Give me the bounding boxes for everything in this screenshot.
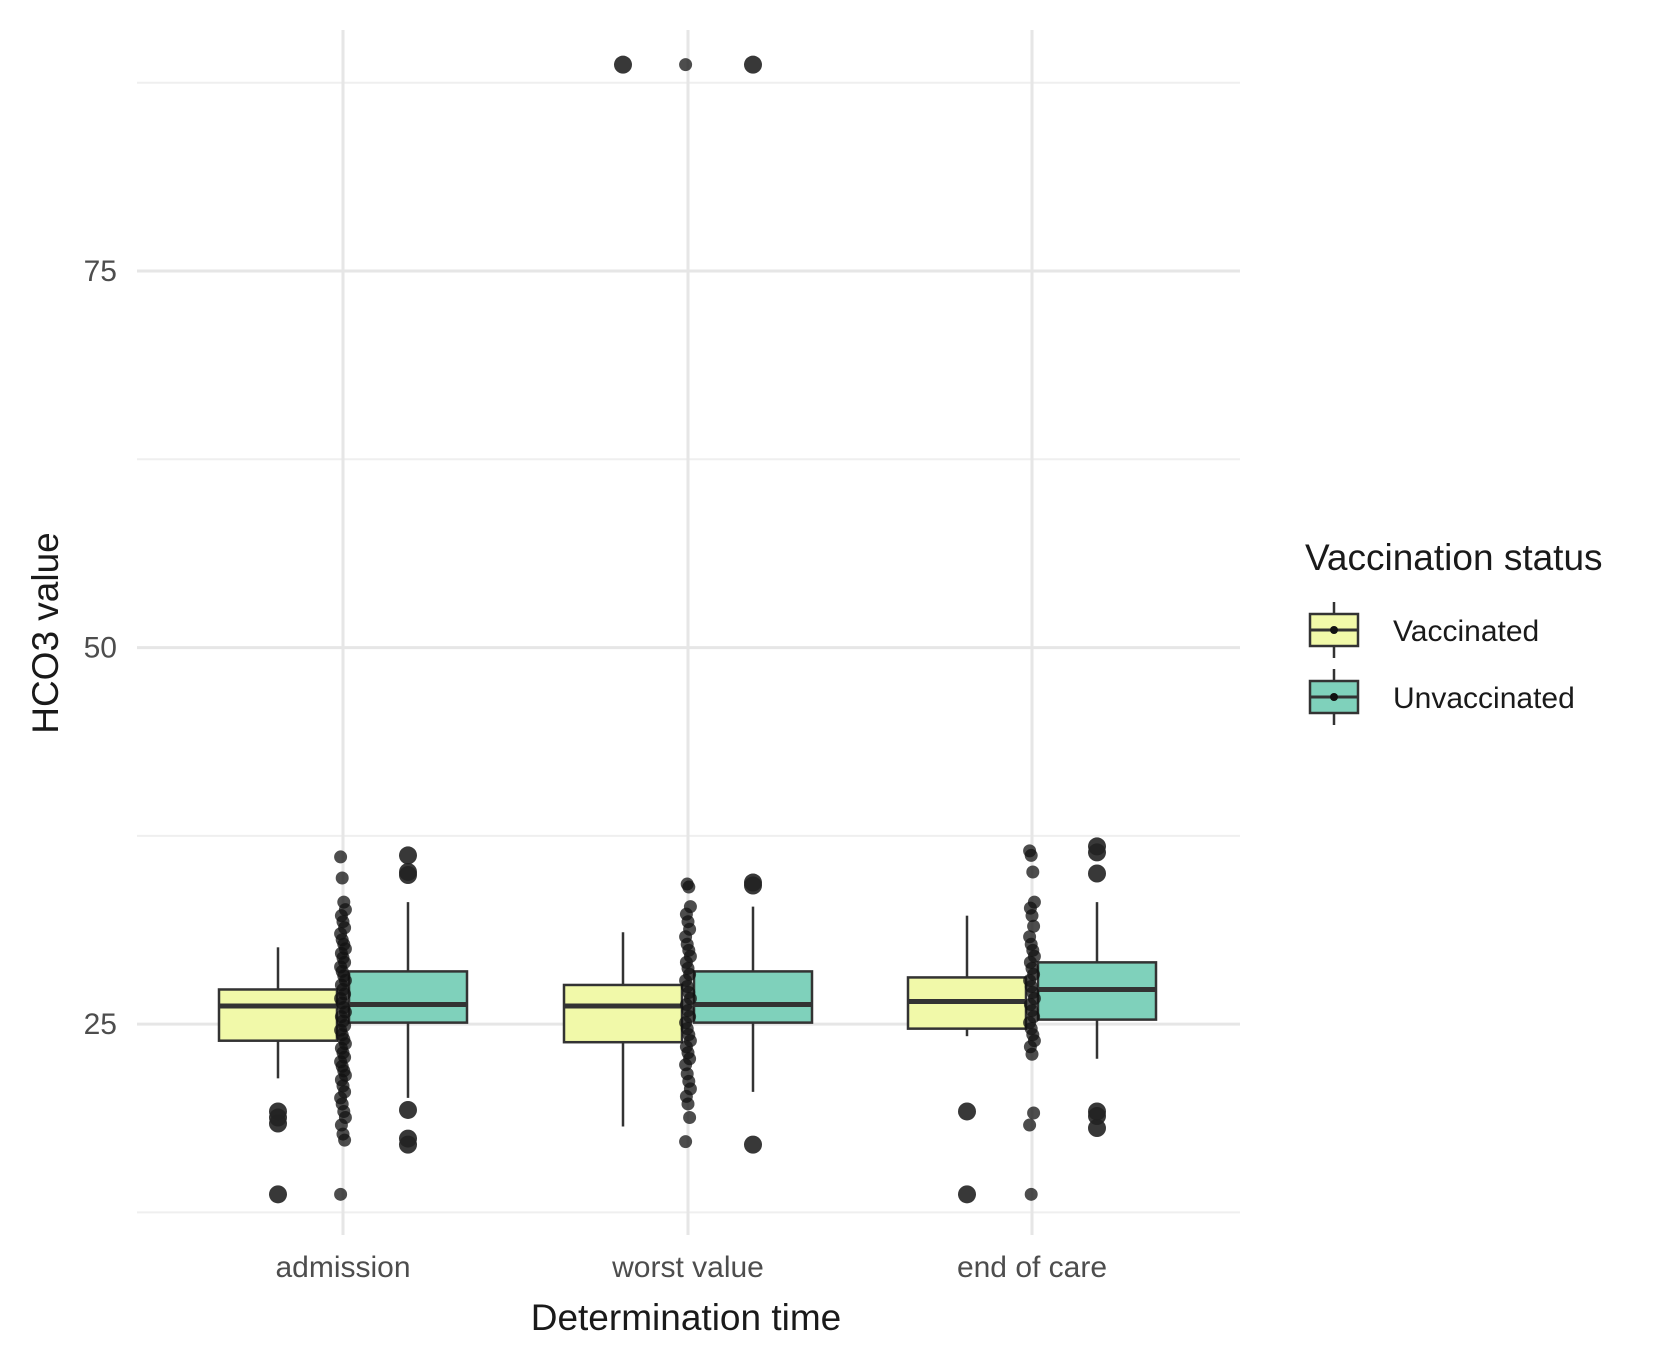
legend-label: Unvaccinated: [1393, 682, 1575, 715]
jitter-point: [1024, 848, 1038, 862]
outlier-point: [269, 1185, 287, 1204]
x-tick-label: worst value: [611, 1251, 764, 1284]
outlier-point: [399, 866, 417, 885]
jitter-point: [682, 880, 696, 894]
box-body: [562, 983, 684, 1044]
jitter-point: [679, 58, 693, 72]
outlier-point: [399, 846, 417, 865]
axis-layer: 25 50 75 admission worst value end of care: [84, 255, 1107, 1284]
jitter-point: [679, 1135, 693, 1149]
outlier-point: [958, 1185, 976, 1204]
outlier-point: [399, 1100, 417, 1119]
box-body: [347, 970, 469, 1024]
outlier-point: [958, 1102, 976, 1121]
jitter-point: [1025, 909, 1039, 923]
legend-item-vaccinated: Vaccinated: [1308, 602, 1539, 658]
legend-key-point: [1330, 626, 1338, 634]
outlier-point: [1088, 1119, 1106, 1138]
jitter-point: [334, 850, 348, 864]
legend-title: Vaccination status: [1305, 537, 1603, 578]
x-tick-label: admission: [275, 1251, 410, 1284]
jitter-point: [1025, 1047, 1039, 1061]
jitter-point: [1027, 919, 1041, 933]
outlier-point: [744, 55, 762, 74]
outlier-point: [1088, 843, 1106, 862]
box-unvaccinated-2: [1036, 837, 1158, 1138]
jitter-point: [1027, 1106, 1041, 1120]
outlier-point: [744, 1135, 762, 1154]
jitter-point: [1026, 865, 1040, 879]
data-layer: [217, 55, 1158, 1204]
legend-item-unvaccinated: Unvaccinated: [1308, 669, 1575, 725]
legend: Vaccination status Vaccinated Unvaccinate…: [1305, 537, 1603, 725]
outlier-point: [269, 1114, 287, 1133]
legend-key-point: [1330, 693, 1338, 701]
box-vaccinated-1: [562, 55, 684, 1127]
y-tick-label: 75: [84, 255, 117, 288]
box-body: [217, 988, 339, 1042]
outlier-point: [399, 1135, 417, 1154]
outlier-point: [614, 55, 632, 74]
outlier-point: [1088, 864, 1106, 883]
box-vaccinated-2: [906, 915, 1028, 1204]
box-unvaccinated-0: [347, 846, 469, 1154]
jitter-point: [1023, 1118, 1037, 1132]
outlier-point: [744, 876, 762, 895]
x-axis-title: Determination time: [531, 1297, 842, 1338]
box-unvaccinated-1: [692, 55, 814, 1154]
legend-label: Vaccinated: [1393, 615, 1539, 648]
legend-items: Vaccinated Unvaccinated: [1308, 602, 1575, 725]
box-body: [692, 970, 814, 1024]
box-vaccinated-0: [217, 947, 339, 1204]
x-tick-label: end of care: [957, 1251, 1107, 1284]
jitter-point: [335, 871, 349, 885]
y-tick-label: 25: [84, 1008, 117, 1041]
jitter-point: [681, 1097, 695, 1111]
jitter-point: [683, 1111, 697, 1125]
y-axis-title: HCO3 value: [25, 532, 66, 734]
y-tick-label: 50: [84, 632, 117, 665]
jitter-point: [334, 1187, 348, 1201]
jitter-point: [338, 1133, 352, 1147]
jitter-point: [1024, 1187, 1038, 1201]
